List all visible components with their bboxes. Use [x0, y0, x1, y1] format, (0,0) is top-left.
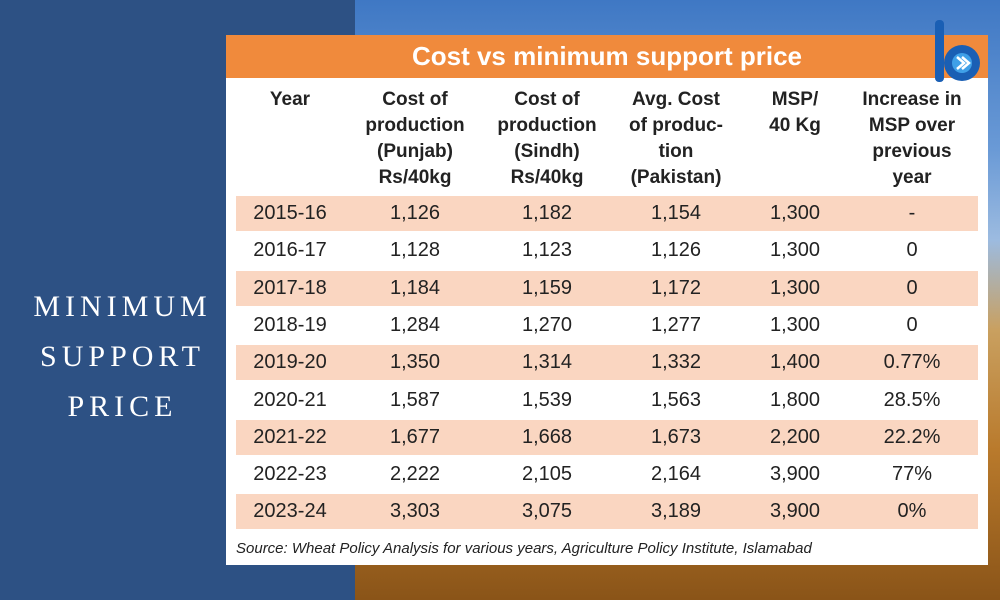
table-cell: 2015-16 — [253, 202, 327, 224]
table-cell: 1,350 — [389, 351, 441, 374]
table-cell: 1,673 — [650, 425, 702, 448]
table-row: 2019-20 1,350 1,314 1,332 1,400 0.77% — [236, 345, 978, 381]
table-cell: 1,184 — [389, 276, 441, 299]
header-line: Increase in — [862, 89, 962, 110]
table-cell: 1,123 — [521, 239, 573, 262]
header-line: (Punjab) — [377, 141, 453, 162]
table-cell: 1,300 — [769, 239, 821, 262]
table-cell: 2022-23 — [253, 463, 327, 486]
table-cell: 3,900 — [769, 500, 821, 523]
table-row: 2016-17 1,128 1,123 1,126 1,300 0 — [236, 233, 978, 268]
table-row: 2018-19 1,284 1,270 1,277 1,300 0 — [236, 308, 978, 343]
table-cell: 1,159 — [521, 276, 573, 299]
table-cell: 1,182 — [521, 202, 573, 224]
header-line: 40 Kg — [769, 115, 821, 136]
table-cell: 1,314 — [521, 351, 573, 374]
table-cell: 1,154 — [650, 202, 702, 224]
table-row: 2021-22 1,677 1,668 1,673 2,200 22.2% — [236, 419, 978, 455]
table-cell: 1,126 — [650, 239, 702, 262]
table-cell: 2,164 — [650, 463, 702, 486]
header-line: of produc- — [629, 115, 723, 136]
table-cell: 3,075 — [521, 500, 573, 523]
table-cell: 3,189 — [650, 500, 702, 523]
header-line: MSP over — [868, 115, 956, 136]
table-row: 2017-18 1,184 1,159 1,172 1,300 0 — [236, 270, 978, 306]
header-line: Rs/40kg — [510, 167, 584, 188]
table-card: Cost vs minimum support price Source: Wh… — [226, 35, 988, 565]
table-cell: 2,105 — [521, 463, 573, 486]
table-cell: 1,270 — [521, 313, 573, 336]
table-cell: 1,300 — [769, 202, 821, 224]
table-cell: 1,300 — [769, 313, 821, 336]
header-line: Year — [269, 89, 311, 110]
logo — [935, 20, 980, 82]
side-title: SUPPORT — [40, 340, 205, 373]
header-cell: Avg. Cost of produc-tion (Pakistan) — [611, 87, 741, 191]
header-line: Avg. Cost — [632, 89, 720, 110]
table-cell: 77% — [891, 463, 933, 486]
table-cell: 2019-20 — [253, 351, 327, 374]
header-line: (Sindh) — [514, 141, 580, 162]
header-cell: Cost of production (Sindh) Rs/40kg — [482, 87, 612, 191]
header-line: Cost of — [382, 89, 448, 110]
table-cell: 1,400 — [769, 351, 821, 374]
table-cell: 1,277 — [650, 313, 702, 336]
header-line: production — [365, 115, 465, 136]
header-cell: MSP/40 Kg — [730, 87, 860, 139]
table-cell: 1,800 — [769, 388, 821, 411]
table-cell: 3,303 — [389, 500, 441, 523]
header-cell: Cost of production (Punjab) Rs/40kg — [350, 87, 480, 191]
header-cell: Increase in MSP over previous year — [847, 87, 977, 191]
side-title: PRICE — [67, 390, 178, 423]
table-cell: 3,900 — [769, 463, 821, 486]
table-cell: 28.5% — [883, 388, 941, 411]
table-cell: 1,587 — [389, 388, 441, 411]
table-cell: 2017-18 — [253, 276, 327, 299]
table-cell: 1,300 — [769, 276, 821, 299]
table-row: 2015-16 1,126 1,182 1,154 1,300 - — [236, 196, 978, 231]
table-cell: 2016-17 — [253, 239, 327, 262]
table-cell: 2021-22 — [253, 425, 327, 448]
header-line: MSP/ — [771, 89, 819, 110]
header-line: Rs/40kg — [378, 167, 452, 188]
header-cell: Year — [225, 87, 355, 113]
table-row: 2023-24 3,303 3,075 3,189 3,900 0% — [236, 494, 978, 530]
table-cell: 0 — [906, 239, 918, 262]
table-cell: 0% — [897, 500, 927, 523]
table-row: 2022-23 2,222 2,105 2,164 3,900 77% — [236, 457, 978, 492]
table-cell: 1,284 — [389, 313, 441, 336]
table-cell: 0.77% — [883, 351, 941, 374]
table-cell: 2020-21 — [253, 388, 327, 411]
table-cell: 0 — [906, 276, 918, 299]
header-line: production — [497, 115, 597, 136]
table-row: 2020-21 1,587 1,539 1,563 1,800 28.5% — [236, 383, 978, 418]
table-cell: 1,126 — [389, 202, 441, 224]
header-line: (Pakistan) — [630, 167, 722, 188]
table-cell: 2023-24 — [253, 500, 327, 523]
table-cell: - — [908, 202, 916, 224]
header-line: year — [892, 167, 932, 188]
table-cell: 1,563 — [650, 388, 702, 411]
header-line: Cost of — [514, 89, 580, 110]
header-line: previous — [872, 141, 952, 162]
table-cell: 2,200 — [769, 425, 821, 448]
table-cell: 22.2% — [883, 425, 941, 448]
table-cell: 1,128 — [389, 239, 441, 262]
table-cell: 1,172 — [650, 276, 702, 299]
source-note: Source: Wheat Policy Analysis for variou… — [236, 540, 812, 557]
table-title: Cost vs minimum support price — [226, 35, 988, 78]
table-cell: 1,677 — [389, 425, 441, 448]
table-cell: 1,668 — [521, 425, 573, 448]
side-title: MINIMUM — [33, 290, 212, 323]
table-cell: 1,332 — [650, 351, 702, 374]
table-cell: 1,539 — [521, 388, 573, 411]
table-cell: 2018-19 — [253, 313, 327, 336]
table-cell: 2,222 — [389, 463, 441, 486]
header-line: tion — [658, 141, 694, 162]
table-cell: 0 — [906, 313, 918, 336]
